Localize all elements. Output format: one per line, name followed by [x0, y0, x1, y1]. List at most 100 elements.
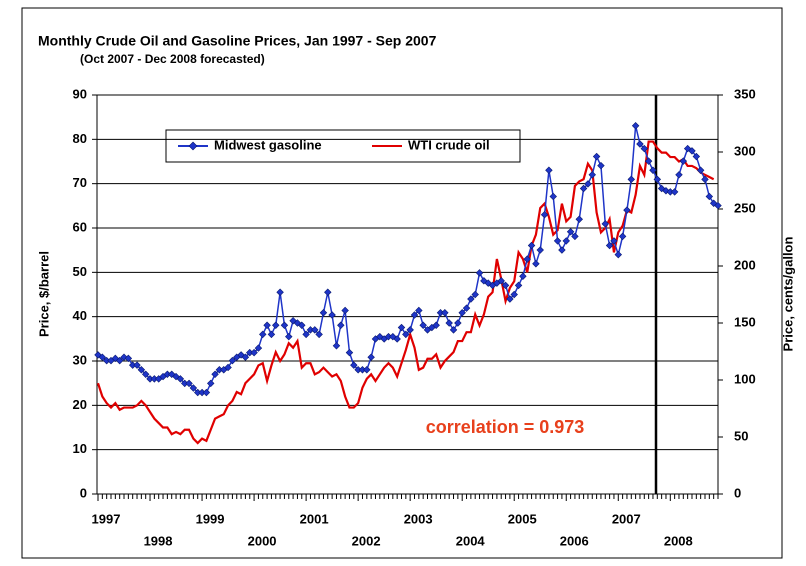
y-tick-label: 60 — [73, 219, 87, 234]
y-tick-label: 90 — [73, 86, 87, 101]
data-point — [441, 309, 449, 317]
data-point — [250, 348, 258, 357]
data-point — [553, 237, 562, 245]
y2-tick-label: 150 — [734, 314, 756, 329]
data-point — [519, 272, 527, 280]
data-point — [202, 388, 211, 397]
data-point — [324, 288, 332, 296]
data-point — [98, 353, 107, 361]
data-point — [566, 228, 575, 236]
legend-marker — [188, 141, 198, 151]
x-tick-label: 1997 — [92, 511, 121, 526]
data-point — [207, 379, 215, 388]
data-point — [267, 330, 276, 339]
data-point — [631, 122, 640, 130]
data-point — [172, 372, 180, 381]
y2-tick-label: 0 — [734, 485, 741, 500]
data-point — [584, 180, 592, 188]
data-point — [458, 309, 466, 317]
data-point — [558, 246, 566, 254]
data-point — [675, 171, 683, 179]
data-point — [536, 246, 544, 254]
data-point — [237, 351, 245, 359]
data-point — [289, 316, 297, 325]
data-point — [319, 309, 328, 317]
data-point — [532, 259, 540, 268]
x-tick-label: 1999 — [196, 511, 225, 526]
data-point — [471, 290, 479, 299]
data-point — [367, 353, 375, 361]
y-tick-label: 30 — [73, 352, 87, 367]
data-point — [545, 166, 553, 174]
data-point — [445, 319, 453, 327]
data-point — [705, 192, 714, 201]
y-tick-label: 20 — [73, 397, 87, 412]
x-tick-label: 1998 — [144, 533, 173, 548]
x-tick-label: 2008 — [664, 533, 693, 548]
data-point — [332, 342, 341, 350]
data-point — [115, 356, 124, 365]
data-point — [688, 147, 696, 155]
data-point — [649, 166, 657, 174]
data-point — [241, 353, 250, 361]
data-point — [575, 215, 583, 223]
data-point — [189, 384, 198, 392]
data-point — [679, 157, 688, 165]
data-point — [592, 152, 601, 161]
data-point — [272, 321, 280, 330]
y-tick-label: 0 — [80, 485, 87, 500]
data-point — [523, 255, 531, 263]
data-point — [124, 354, 133, 363]
data-point — [419, 321, 427, 330]
x-tick-label: 2001 — [300, 511, 329, 526]
data-point — [185, 379, 193, 388]
data-point — [597, 161, 605, 170]
data-point — [588, 171, 596, 179]
data-point — [696, 166, 705, 174]
data-point — [337, 321, 345, 330]
data-point — [484, 279, 492, 287]
data-point — [692, 152, 701, 161]
data-point — [311, 326, 319, 334]
data-point — [328, 311, 336, 319]
data-point — [341, 306, 349, 315]
data-point — [363, 366, 371, 374]
data-point — [454, 319, 462, 327]
data-point — [475, 269, 484, 277]
y-tick-label: 80 — [73, 131, 87, 146]
data-point — [636, 140, 644, 148]
data-point — [111, 354, 120, 363]
data-point — [653, 175, 662, 184]
data-point — [601, 220, 609, 228]
data-point — [467, 295, 475, 303]
data-point — [432, 321, 440, 330]
data-point — [701, 175, 709, 184]
data-point — [141, 370, 150, 379]
y2-tick-label: 350 — [734, 86, 756, 101]
data-point — [614, 250, 623, 259]
legend-label: WTI crude oil — [408, 137, 490, 152]
data-point — [298, 321, 306, 330]
data-point — [263, 321, 271, 330]
data-point — [254, 344, 263, 352]
data-point — [285, 332, 293, 341]
legend-label: Midwest gasoline — [214, 137, 322, 152]
series-line — [96, 140, 715, 445]
data-point — [137, 366, 146, 374]
data-point — [280, 321, 289, 330]
data-point — [176, 375, 185, 383]
x-tick-label: 2005 — [508, 511, 537, 526]
data-point — [393, 335, 401, 343]
y2-tick-label: 50 — [734, 428, 748, 443]
correlation-annotation: correlation = 0.973 — [426, 417, 585, 437]
data-point — [514, 281, 523, 290]
data-point — [506, 295, 514, 303]
y2-tick-label: 100 — [734, 371, 756, 386]
y-tick-label: 10 — [73, 441, 87, 456]
data-point — [462, 304, 471, 312]
data-point — [540, 210, 549, 219]
x-tick-label: 2002 — [352, 533, 381, 548]
data-point — [571, 232, 579, 241]
data-point — [618, 232, 627, 241]
